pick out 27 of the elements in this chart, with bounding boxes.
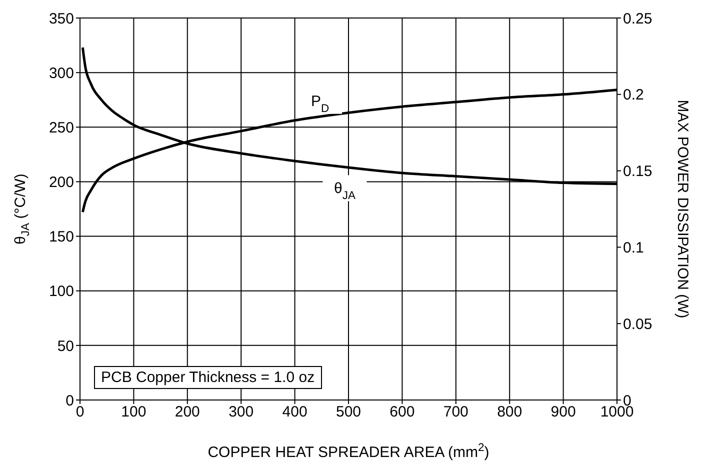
annotation: PCB Copper Thickness = 1.0 oz <box>94 366 322 389</box>
annotation: P$_{D}$ <box>310 92 330 115</box>
y-tick-label: 300 <box>48 64 74 82</box>
x-axis-title: COPPER HEAT SPREADER AREA (mm$^{2}$) <box>208 442 490 461</box>
y2-tick-label: 0.05 <box>623 316 652 333</box>
y2-tick-label: 0.1 <box>623 240 644 257</box>
y-tick-label: 100 <box>48 283 74 300</box>
y-tick-label: 0 <box>66 392 74 410</box>
y-tick-label: 150 <box>48 228 74 246</box>
x-tick-label: 300 <box>228 404 254 421</box>
x-tick-label: 100 <box>121 404 146 421</box>
y-tick-label: 350 <box>48 10 74 28</box>
x-tick-label: 200 <box>174 404 200 421</box>
annotation: θ$_{JA}$ <box>334 180 356 202</box>
y-tick-label: 200 <box>48 174 74 192</box>
x-tick-label: 500 <box>336 404 362 421</box>
y-tick-label: 50 <box>57 338 74 355</box>
y2-axis-title: MAX POWER DISSIPATION (W) <box>674 100 692 318</box>
x-tick-label: 800 <box>497 404 522 421</box>
x-tick-label: 400 <box>282 404 308 421</box>
x-tick-label: 600 <box>390 404 415 421</box>
y-tick-label: 250 <box>48 119 74 136</box>
x-tick-label: 700 <box>443 404 468 421</box>
y2-tick-label: 0.25 <box>623 10 652 28</box>
y2-tick-label: 0.15 <box>623 163 652 180</box>
y2-tick-label: 0.2 <box>623 86 644 104</box>
x-tick-label: 900 <box>550 404 576 421</box>
